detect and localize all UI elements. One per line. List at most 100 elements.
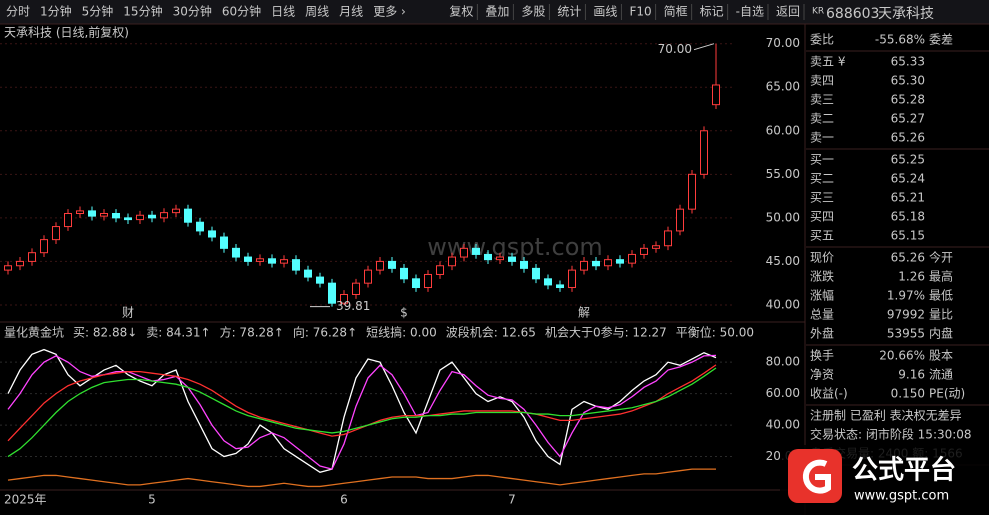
candle-body bbox=[652, 245, 660, 249]
quote-label: 收益(-) bbox=[810, 387, 848, 401]
legend-item: 方: 78.28↑ bbox=[220, 325, 284, 340]
quote-label: 买五 bbox=[810, 229, 834, 243]
toolbar-button[interactable]: 画线 bbox=[593, 5, 617, 19]
candle-body bbox=[604, 259, 612, 267]
toolbar-tab[interactable]: 周线 bbox=[305, 5, 329, 19]
candle-body bbox=[388, 260, 396, 269]
legend-item: 卖: 84.31↑ bbox=[146, 326, 210, 340]
candle-body bbox=[112, 213, 120, 219]
quote-label: 涨幅 bbox=[810, 288, 834, 303]
candle-body bbox=[268, 258, 276, 264]
quote-label: 股本 bbox=[929, 349, 953, 363]
y-tick-label: 65.00 bbox=[766, 80, 800, 94]
quote-label: 内盘 bbox=[929, 326, 953, 341]
candle-body bbox=[16, 260, 24, 267]
candle-body bbox=[208, 230, 216, 238]
quote-value: 97992 bbox=[887, 308, 925, 322]
toolbar-button[interactable]: 叠加 bbox=[485, 5, 509, 19]
candle-body bbox=[448, 256, 456, 267]
candle-body bbox=[472, 247, 480, 255]
candle-body bbox=[4, 265, 12, 271]
indicator-line bbox=[7, 468, 716, 488]
candle-body bbox=[232, 247, 240, 258]
candle-body bbox=[340, 293, 348, 304]
quote-value: -55.68% bbox=[875, 33, 925, 47]
event-marker: 解 bbox=[578, 306, 590, 320]
quote-label: 流通 bbox=[929, 368, 953, 382]
legend-item: 短线搞: 0.00 bbox=[366, 325, 437, 340]
candle-body bbox=[508, 256, 516, 262]
candle-body bbox=[688, 173, 696, 210]
legend-item: 买: 82.88↓ bbox=[73, 326, 137, 340]
quote-value: 1.97% bbox=[887, 289, 925, 303]
toolbar-tab[interactable]: 日线 bbox=[271, 5, 295, 19]
candle-body bbox=[376, 260, 384, 271]
toolbar-button[interactable]: 标记 bbox=[700, 5, 724, 19]
legend-item: 波段机会: 12.65 bbox=[446, 325, 536, 340]
candle-body bbox=[460, 247, 468, 258]
candle-body bbox=[28, 252, 36, 262]
candle-body bbox=[148, 214, 156, 219]
toolbar-tab[interactable]: 30分钟 bbox=[173, 4, 212, 19]
legend-item: 平衡位: 50.00 bbox=[676, 325, 754, 340]
candle-body bbox=[712, 84, 720, 106]
candle-body bbox=[64, 213, 72, 228]
x-tick-label: 2025年 bbox=[4, 493, 47, 507]
quote-label: 卖五 ¥ bbox=[810, 55, 846, 69]
toolbar-button[interactable]: 返回 bbox=[776, 5, 800, 19]
toolbar-tab[interactable]: 1分钟 bbox=[40, 4, 72, 19]
indicator-line bbox=[7, 367, 717, 458]
candle-body bbox=[160, 212, 168, 219]
toolbar-button[interactable]: 多股 bbox=[521, 5, 545, 19]
quote-label: 今开 bbox=[929, 250, 953, 265]
candle-body bbox=[412, 278, 420, 289]
toolbar-button[interactable]: -自选 bbox=[736, 5, 764, 19]
quote-value: 1.26 bbox=[898, 270, 925, 284]
quote-value: 65.25 bbox=[891, 153, 925, 167]
quote-value: 20.66% bbox=[879, 349, 925, 363]
quote-label: 涨跌 bbox=[810, 269, 834, 284]
toolbar-tab[interactable]: 5分钟 bbox=[82, 4, 114, 19]
quote-value: 65.26 bbox=[891, 131, 925, 145]
toolbar-button[interactable]: 统计 bbox=[557, 5, 581, 19]
stock-name: 天承科技 bbox=[878, 6, 934, 22]
quote-label: 外盘 bbox=[810, 326, 834, 341]
event-marker: $ bbox=[400, 306, 408, 320]
candle-body bbox=[352, 282, 360, 295]
candle-body bbox=[220, 236, 228, 249]
stock-code: 688603 bbox=[826, 6, 879, 22]
quote-label: 卖一 bbox=[810, 131, 834, 145]
candle-body bbox=[316, 276, 324, 284]
annotation: 39.81 bbox=[336, 299, 370, 313]
toolbar-tab[interactable]: 分时 bbox=[6, 5, 30, 19]
toolbar-tab[interactable]: 15分钟 bbox=[123, 4, 162, 19]
toolbar-button[interactable]: F10 bbox=[629, 5, 651, 19]
candle-body bbox=[640, 247, 648, 255]
toolbar-button[interactable]: 简框 bbox=[664, 5, 688, 19]
quote-value: 65.30 bbox=[891, 74, 925, 88]
candle-body bbox=[304, 269, 312, 278]
status-text: 注册制 已盈利 表决权无差异 bbox=[810, 408, 962, 423]
quote-label: 卖四 bbox=[810, 74, 834, 88]
candle-body bbox=[484, 253, 492, 261]
toolbar-tab[interactable]: 更多 › bbox=[373, 5, 406, 19]
toolbar-tab[interactable]: 月线 bbox=[339, 5, 363, 19]
y-tick-label: 40.00 bbox=[766, 418, 800, 432]
candle-body bbox=[424, 273, 432, 289]
y-tick-label: 70.00 bbox=[766, 36, 800, 50]
candle-body bbox=[664, 230, 672, 247]
quote-value: 65.15 bbox=[891, 229, 925, 243]
quote-value: 65.33 bbox=[891, 55, 925, 69]
toolbar-button[interactable]: 复权 bbox=[449, 5, 473, 19]
logo-mark bbox=[802, 459, 831, 494]
y-tick-label: 45.00 bbox=[766, 254, 800, 268]
quote-label: 最高 bbox=[929, 269, 953, 284]
quote-label: 总量 bbox=[810, 308, 834, 322]
candle-body bbox=[436, 265, 444, 275]
status-text: 交易状态: 闭市阶段 15:30:08 bbox=[810, 427, 972, 442]
toolbar-tab[interactable]: 60分钟 bbox=[222, 4, 261, 19]
quote-label: 卖二 bbox=[810, 112, 834, 126]
